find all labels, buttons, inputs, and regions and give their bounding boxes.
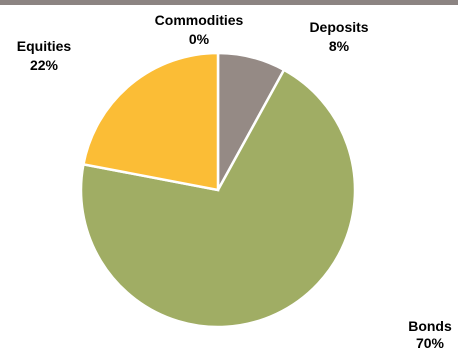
slice-label-commodities: Commodities [155, 12, 244, 28]
slice-label-bonds: Bonds [408, 318, 452, 334]
slice-percent-commodities: 0% [189, 31, 210, 47]
slice-label-deposits: Deposits [309, 19, 368, 35]
pie-slice-bonds [79, 68, 357, 329]
top-border-bar [0, 0, 458, 5]
slice-percent-equities: 22% [30, 57, 59, 73]
slice-percent-bonds: 70% [416, 335, 445, 351]
slice-percent-deposits: 8% [329, 38, 350, 54]
slice-label-equities: Equities [17, 38, 72, 54]
pie-slice-equities [81, 51, 220, 192]
